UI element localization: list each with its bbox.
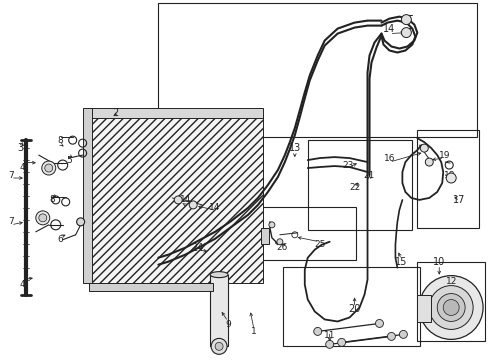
Bar	[417, 294, 431, 323]
Circle shape	[326, 340, 334, 348]
Text: 5: 5	[66, 156, 72, 165]
Text: 8: 8	[50, 195, 56, 204]
Text: 18: 18	[443, 171, 455, 180]
Text: 20: 20	[348, 305, 361, 315]
Bar	[210, 275, 228, 346]
Bar	[417, 262, 485, 341]
Bar	[283, 267, 420, 346]
Circle shape	[269, 222, 275, 228]
Text: 7: 7	[8, 217, 14, 226]
Text: 7: 7	[8, 171, 14, 180]
Text: 2: 2	[112, 108, 119, 118]
Text: 1: 1	[251, 327, 257, 336]
Text: 9: 9	[225, 320, 231, 329]
Bar	[89, 108, 263, 118]
Text: 22: 22	[349, 184, 360, 193]
Circle shape	[419, 276, 483, 339]
Circle shape	[399, 330, 407, 338]
Text: 16: 16	[384, 154, 395, 163]
Circle shape	[443, 300, 459, 315]
Circle shape	[338, 338, 345, 346]
Bar	[417, 130, 479, 228]
Bar	[158, 3, 477, 137]
Bar	[261, 228, 269, 244]
Circle shape	[45, 164, 53, 172]
Bar	[308, 140, 413, 230]
Text: 19: 19	[439, 150, 450, 159]
Text: 8: 8	[58, 136, 64, 145]
Circle shape	[401, 28, 412, 37]
Text: 6: 6	[58, 235, 64, 244]
Text: 11: 11	[324, 331, 336, 340]
Circle shape	[277, 239, 283, 245]
Bar	[89, 283, 213, 291]
Text: 23: 23	[342, 161, 353, 170]
Circle shape	[420, 144, 428, 152]
Text: 24: 24	[191, 243, 203, 253]
Text: 14: 14	[383, 24, 395, 33]
Text: 12: 12	[445, 277, 457, 286]
Text: 14: 14	[209, 203, 221, 212]
Bar	[89, 115, 263, 283]
Circle shape	[36, 211, 50, 225]
Ellipse shape	[210, 272, 228, 278]
Circle shape	[215, 342, 223, 350]
Bar	[258, 207, 356, 260]
Circle shape	[39, 214, 47, 222]
Circle shape	[76, 218, 85, 226]
Text: 21: 21	[364, 171, 375, 180]
Text: 14: 14	[179, 195, 191, 204]
Text: 4: 4	[20, 163, 25, 172]
Circle shape	[189, 201, 197, 209]
Text: 3: 3	[18, 143, 24, 153]
Text: 25: 25	[314, 240, 325, 249]
Circle shape	[437, 293, 465, 321]
Circle shape	[401, 15, 412, 24]
Text: 17: 17	[453, 195, 466, 205]
Circle shape	[425, 158, 433, 166]
Circle shape	[375, 319, 384, 328]
Text: 4: 4	[20, 280, 25, 289]
Text: 13: 13	[289, 143, 301, 153]
Text: 10: 10	[433, 257, 445, 267]
Text: 26: 26	[276, 243, 288, 252]
Circle shape	[314, 328, 322, 336]
Text: 15: 15	[395, 257, 408, 267]
Circle shape	[42, 161, 56, 175]
Bar	[83, 108, 92, 283]
Circle shape	[429, 285, 473, 329]
Circle shape	[174, 196, 182, 204]
Circle shape	[211, 338, 227, 354]
Circle shape	[388, 332, 395, 340]
Circle shape	[446, 173, 456, 183]
